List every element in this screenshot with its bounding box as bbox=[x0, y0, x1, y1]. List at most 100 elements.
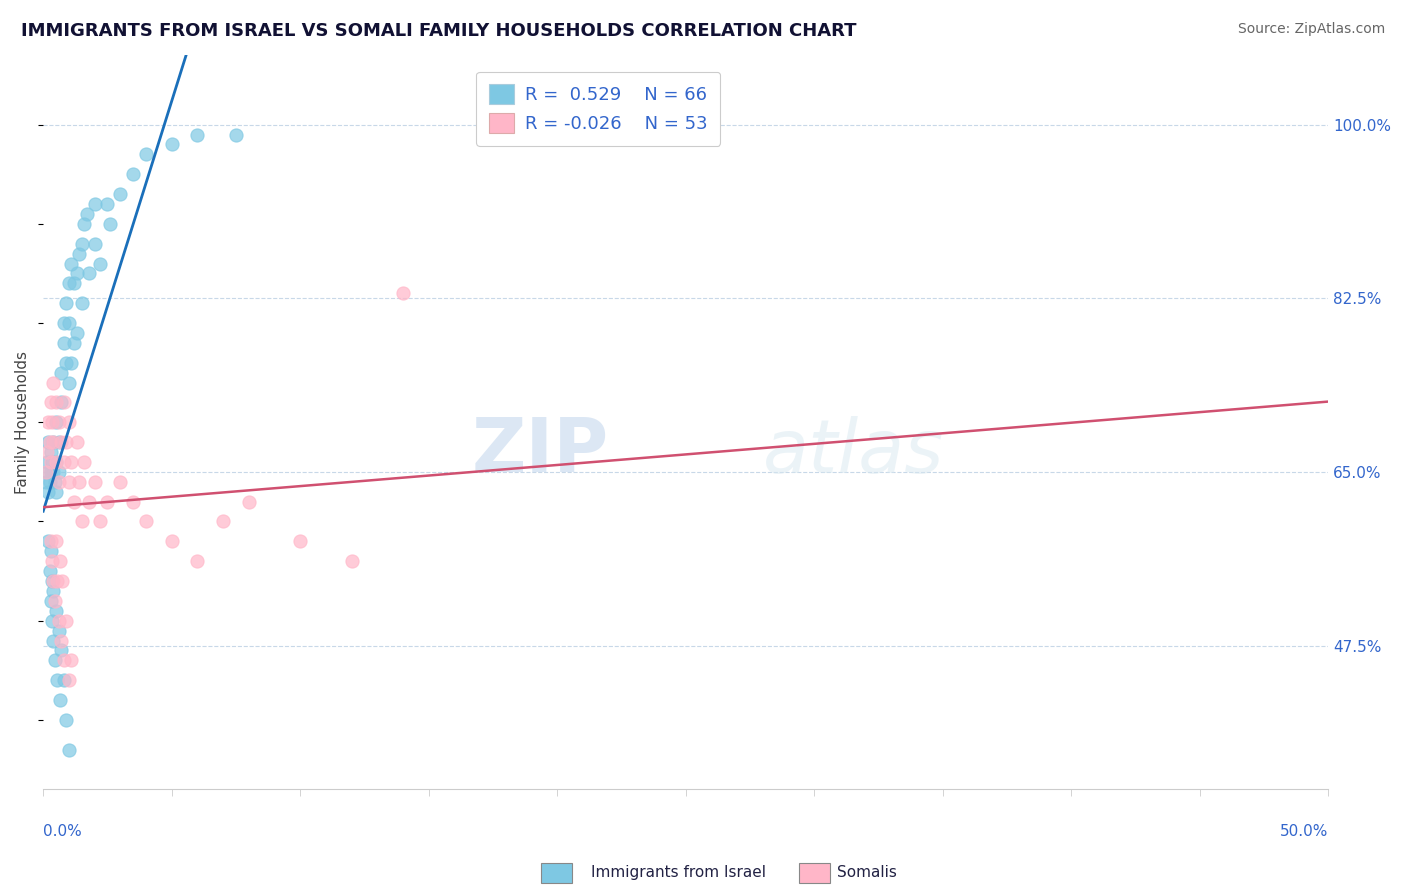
Point bbox=[41, 415, 63, 429]
Point bbox=[76, 207, 98, 221]
Point bbox=[41, 614, 63, 628]
Point bbox=[48, 475, 70, 489]
Point bbox=[35, 465, 58, 479]
Point bbox=[52, 455, 75, 469]
Point bbox=[52, 395, 75, 409]
Point bbox=[135, 147, 157, 161]
Point bbox=[45, 534, 67, 549]
Point bbox=[45, 455, 67, 469]
Point bbox=[44, 653, 66, 667]
Point bbox=[42, 583, 65, 598]
Point bbox=[225, 128, 247, 142]
Point bbox=[51, 643, 73, 657]
Point bbox=[45, 455, 67, 469]
Point bbox=[39, 534, 62, 549]
Point bbox=[55, 435, 77, 450]
Point bbox=[70, 296, 93, 310]
Point bbox=[48, 435, 70, 450]
Point bbox=[65, 326, 87, 340]
Point bbox=[49, 693, 72, 707]
Point bbox=[186, 554, 208, 568]
Point bbox=[60, 455, 83, 469]
Point bbox=[42, 465, 65, 479]
Point bbox=[79, 267, 101, 281]
Point bbox=[122, 167, 145, 181]
Point bbox=[110, 475, 132, 489]
Point bbox=[45, 484, 67, 499]
Point bbox=[35, 465, 58, 479]
Point bbox=[42, 435, 65, 450]
Point bbox=[42, 435, 65, 450]
Point bbox=[52, 335, 75, 350]
Point bbox=[51, 435, 73, 450]
Point bbox=[39, 395, 62, 409]
Point bbox=[110, 187, 132, 202]
Point bbox=[70, 515, 93, 529]
Point bbox=[290, 534, 312, 549]
Point bbox=[48, 614, 70, 628]
Point bbox=[44, 475, 66, 489]
Point bbox=[58, 316, 80, 330]
Point bbox=[55, 713, 77, 727]
Point bbox=[58, 415, 80, 429]
Point bbox=[55, 614, 77, 628]
Point bbox=[42, 574, 65, 588]
Point bbox=[160, 137, 183, 152]
Point bbox=[51, 633, 73, 648]
Point bbox=[39, 445, 62, 459]
Point bbox=[52, 673, 75, 688]
Point bbox=[37, 435, 59, 450]
Point bbox=[83, 236, 105, 251]
Point bbox=[67, 475, 90, 489]
Point bbox=[63, 277, 86, 291]
Point bbox=[41, 455, 63, 469]
Point bbox=[65, 435, 87, 450]
Point bbox=[55, 296, 77, 310]
Point bbox=[49, 554, 72, 568]
Point bbox=[96, 494, 118, 508]
Point bbox=[39, 594, 62, 608]
Point bbox=[96, 197, 118, 211]
Point bbox=[52, 653, 75, 667]
Point bbox=[45, 415, 67, 429]
Text: ZIP: ZIP bbox=[471, 415, 609, 488]
Text: IMMIGRANTS FROM ISRAEL VS SOMALI FAMILY HOUSEHOLDS CORRELATION CHART: IMMIGRANTS FROM ISRAEL VS SOMALI FAMILY … bbox=[21, 22, 856, 40]
Point bbox=[65, 267, 87, 281]
Point bbox=[63, 335, 86, 350]
Point bbox=[60, 356, 83, 370]
Point bbox=[70, 236, 93, 251]
Text: Immigrants from Israel: Immigrants from Israel bbox=[591, 865, 765, 880]
Point bbox=[37, 484, 59, 499]
Point bbox=[38, 435, 60, 450]
Point bbox=[46, 673, 69, 688]
Point bbox=[73, 455, 96, 469]
Point bbox=[35, 475, 58, 489]
Point bbox=[58, 376, 80, 390]
Point bbox=[73, 217, 96, 231]
Point bbox=[98, 217, 121, 231]
Point bbox=[58, 673, 80, 688]
Point bbox=[52, 316, 75, 330]
Point bbox=[51, 574, 73, 588]
Point bbox=[42, 633, 65, 648]
Text: Somalis: Somalis bbox=[837, 865, 897, 880]
Point bbox=[35, 455, 58, 469]
Point bbox=[35, 445, 58, 459]
Point bbox=[39, 455, 62, 469]
Point bbox=[340, 554, 363, 568]
Point bbox=[48, 624, 70, 638]
Point bbox=[392, 286, 415, 301]
Point bbox=[51, 395, 73, 409]
Point bbox=[37, 534, 59, 549]
Point bbox=[89, 256, 111, 270]
Point bbox=[48, 465, 70, 479]
Point bbox=[60, 653, 83, 667]
Point bbox=[67, 246, 90, 260]
Point bbox=[55, 356, 77, 370]
Point bbox=[186, 128, 208, 142]
Point bbox=[135, 515, 157, 529]
Point bbox=[60, 256, 83, 270]
Point bbox=[46, 574, 69, 588]
Point bbox=[83, 475, 105, 489]
Point bbox=[48, 415, 70, 429]
